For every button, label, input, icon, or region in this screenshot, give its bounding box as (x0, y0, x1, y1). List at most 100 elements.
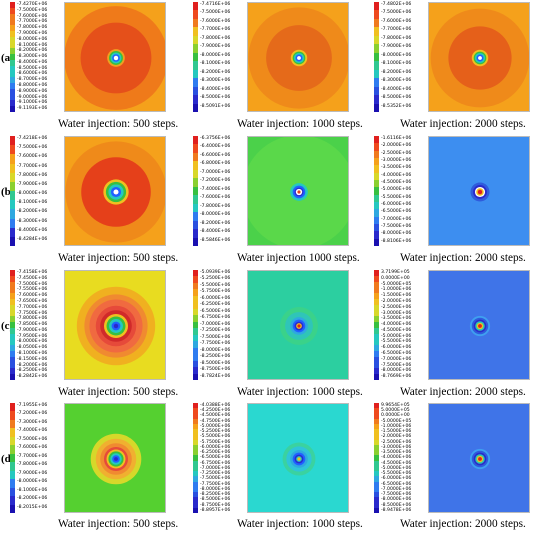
colorbar-swatch (10, 100, 15, 107)
colorbar-swatch (10, 333, 15, 340)
row-d-panel-1: -7.1955E+06 -7.2000E+06 -7.3000E+06 -7.4000… (8, 403, 191, 514)
colorbar-tick-label: -6.7500E+06 (200, 315, 231, 321)
colorbar-swatch (374, 27, 379, 37)
colorbar-tick-label: -8.4000E+06 (381, 86, 412, 92)
colorbar-swatch (374, 345, 379, 352)
colorbar-tick-label: -6.2500E+06 (200, 302, 231, 308)
colorbar-tick-label: -8.8957E+06 (200, 507, 231, 513)
row-d-panel-2: -4.0388E+06 -4.2500E+06 -4.5000E+06 -4.7500… (191, 403, 374, 514)
colorbar-tick-label: -7.6000E+06 (17, 293, 48, 299)
colorbar-tick-label: -8.0000E+06 (200, 212, 231, 218)
row-b-panel-1: -7.4218E+06 -7.5000E+06 -7.6000E+06 -7.7000… (8, 136, 191, 247)
colorbar-tick-label: -7.5000E+06 (200, 334, 231, 340)
colorbar-swatch (193, 465, 198, 472)
colorbar-swatch (193, 229, 198, 238)
colorbar-swatch (10, 145, 15, 155)
colorbar-swatch (10, 275, 15, 282)
colorbar-tick-label: -7.6000E+06 (200, 18, 231, 24)
colorbar-swatch (10, 59, 15, 66)
colorbar-tick-label: -8.3000E+06 (17, 54, 48, 60)
colorbar-tick-label: -7.2500E+06 (200, 471, 231, 477)
colorbar-tick-label: -6.5000E+06 (381, 481, 412, 487)
colorbar-swatch (193, 276, 198, 284)
colorbar-tick-label: -5.5000E+06 (381, 194, 412, 200)
colorbar-swatch (193, 334, 198, 342)
colorbar-tick-label: -7.2000E+06 (200, 178, 231, 184)
colorbar-swatch (374, 423, 379, 430)
colorbar-tick-label: -7.1955E+06 (17, 403, 48, 408)
colorbar-swatch (193, 492, 198, 498)
colorbar-tick-label: -7.5500E+06 (17, 287, 48, 293)
colorbar-tick-label: -8.4284E+06 (17, 236, 48, 242)
colorbar-swatch (10, 496, 15, 505)
colorbar-swatch (374, 10, 379, 20)
colorbar-tick-label: -7.5000E+06 (381, 362, 412, 368)
colorbar-swatch (193, 136, 198, 145)
colorbar-swatch (374, 2, 379, 11)
colorbar-swatch (193, 52, 198, 62)
colorbar-tick-label: -7.7000E+06 (17, 163, 48, 169)
colorbar-swatch (10, 487, 15, 497)
colorbar-swatch (374, 209, 379, 217)
colorbar-tick-label: -5.0000E+05 (381, 418, 412, 424)
colorbar-tick-label: -7.5000E+06 (17, 436, 48, 442)
colorbar-swatch (193, 418, 198, 425)
caption-text: Water injection: 1000 steps. (237, 386, 363, 398)
colorbar-tick-label: -8.3000E+06 (17, 218, 48, 224)
colorbar-tick-label: -8.4000E+06 (200, 86, 231, 92)
colorbar-tick-label: -6.0000E+06 (381, 345, 412, 351)
colorbar-swatch (374, 418, 379, 425)
colorbar-swatch (193, 360, 198, 368)
colorbar-tick-label: -4.0000E+06 (381, 455, 412, 461)
colorbar-tick-label: -7.8000E+06 (17, 462, 48, 468)
colorbar-tick-label: -5.0000E+06 (381, 465, 412, 471)
colorbar-tick-label: -8.2000E+06 (200, 69, 231, 75)
colorbar-tick-label: -7.5000E+06 (17, 7, 48, 13)
colorbar-tick-label: -8.2000E+06 (17, 209, 48, 215)
colorbar-swatch (374, 368, 379, 375)
colorbar-tick-label: -7.0000E+06 (381, 216, 412, 222)
colorbar-tick-label: -8.1500E+06 (17, 356, 48, 362)
colorbar-legend: 9.9654E+05 5.0000E+05 0.0000E+00 -5.0000E+0… (372, 403, 424, 514)
colorbar-swatch (10, 106, 15, 113)
colorbar-swatch (374, 502, 379, 509)
colorbar-swatch (10, 287, 15, 294)
colorbar-swatch (10, 218, 15, 228)
colorbar-tick-label: -8.4000E+06 (17, 59, 48, 65)
colorbar-tick-label: -8.0000E+06 (381, 231, 412, 237)
colorbar-tick-label: -7.5000E+06 (17, 145, 48, 151)
colorbar-tick-label: -8.0000E+06 (17, 191, 48, 196)
colorbar-swatch (374, 304, 379, 311)
contour-ring (478, 324, 482, 328)
colorbar-swatch (193, 289, 198, 297)
colorbar-tick-label: -5.2500E+06 (200, 429, 231, 435)
colorbar-swatch (10, 30, 15, 38)
row-c-panel-1: -7.4158E+06 -7.4500E+06 -7.5000E+06 -7.5500… (8, 270, 191, 381)
colorbar-swatch (10, 65, 15, 72)
colorbar-swatch (193, 434, 198, 440)
colorbar-swatch (193, 220, 198, 230)
colorbar-tick-label: -7.7000E+06 (17, 304, 48, 310)
colorbar-tick-label: -8.4000E+06 (200, 229, 231, 235)
colorbar-legend: -7.4270E+06 -7.5000E+06 -7.6000E+06 -7.7000… (8, 2, 60, 113)
colorbar-tick-label: -7.9000E+06 (17, 30, 48, 36)
colorbar-tick-label: -5.5000E+06 (381, 471, 412, 477)
colorbar-swatch (10, 191, 15, 201)
colorbar-tick-label: -5.7500E+06 (200, 289, 231, 295)
colorbar-tick-label: -1.0000E+06 (381, 287, 412, 293)
colorbar-tick-label: -7.4218E+06 (17, 136, 48, 141)
colorbar-swatch (10, 281, 15, 288)
colorbar-swatch (193, 471, 198, 477)
colorbar-tick-label: -7.2500E+06 (200, 328, 231, 334)
colorbar-tick-label: -8.2000E+06 (17, 362, 48, 368)
colorbar-tick-label: -2.5000E+06 (381, 304, 412, 310)
colorbar-tick-label: -2.5000E+06 (381, 150, 412, 156)
colorbar-swatch (193, 423, 198, 430)
colorbar-tick-label: -7.7000E+06 (17, 19, 48, 25)
colorbar-tick-label: -8.5000E+06 (381, 502, 412, 508)
colorbar-tick-label: -8.2000E+06 (200, 220, 231, 226)
colorbar-swatch (193, 302, 198, 310)
colorbar-tick-label: -7.6000E+06 (17, 445, 48, 451)
colorbar-tick-label: -8.5000E+06 (200, 95, 231, 101)
colorbar-tick-label: -7.8000E+06 (381, 35, 412, 41)
